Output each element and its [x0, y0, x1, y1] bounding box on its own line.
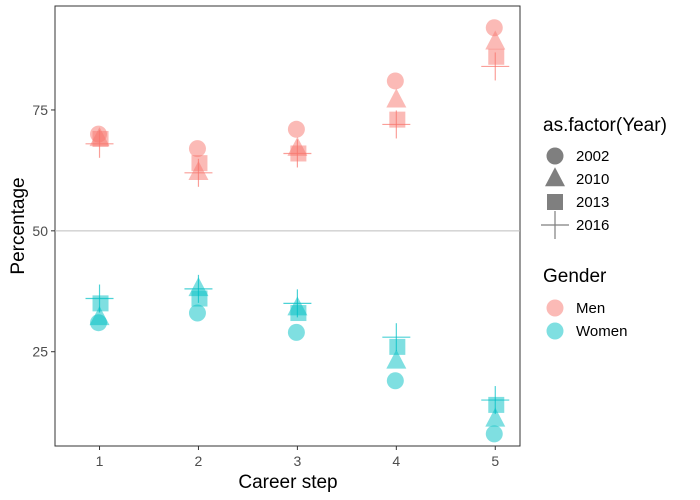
x-tick-label: 3	[293, 453, 301, 469]
data-points	[85, 19, 510, 443]
point-men-2013	[389, 111, 406, 128]
legend-key-men	[546, 299, 564, 317]
point-women-2016	[481, 386, 510, 415]
color-legend-title: Gender	[543, 266, 607, 287]
legend-label-women: Women	[576, 323, 627, 340]
point-women-2013	[191, 290, 208, 307]
x-tick-label: 5	[491, 453, 499, 469]
point-men-2013	[92, 130, 109, 147]
y-tick-label: 25	[32, 344, 48, 360]
y-axis-title: Percentage	[8, 177, 29, 274]
point-men-2013	[191, 155, 208, 172]
point-men-2002	[386, 72, 404, 90]
point-women-2002	[287, 323, 305, 341]
point-women-2002	[386, 372, 404, 390]
point-women-2016	[382, 323, 411, 352]
legend-label-2013: 2013	[576, 194, 609, 211]
point-women-2013	[488, 396, 505, 413]
color-legend: Men Women	[546, 299, 627, 340]
point-women-2016	[85, 284, 114, 313]
x-tick-label: 2	[195, 453, 203, 469]
y-axis: 25 50 75	[32, 102, 55, 360]
point-men-2002	[188, 140, 206, 158]
point-men-2016	[184, 158, 213, 187]
point-men-2016	[481, 52, 510, 81]
plot-panel	[54, 5, 521, 447]
point-men-2010	[485, 30, 506, 50]
point-men-2016	[85, 129, 114, 158]
legend-key-2002	[546, 147, 564, 165]
point-men-2016	[283, 139, 312, 168]
point-women-2016	[184, 274, 213, 303]
x-axis: 1 2 3 4 5	[96, 446, 499, 469]
point-women-2002	[188, 304, 206, 322]
point-women-2013	[290, 305, 307, 322]
point-women-2002	[485, 425, 503, 443]
point-women-2016	[283, 289, 312, 318]
point-women-2013	[389, 338, 406, 355]
point-women-2010	[386, 349, 407, 369]
point-men-2010	[386, 88, 407, 108]
point-men-2002	[485, 19, 503, 37]
legend-key-2010	[545, 167, 565, 187]
point-women-2013	[92, 295, 109, 312]
legend-label-2010: 2010	[576, 171, 609, 188]
legend-key-2016	[541, 211, 569, 239]
legend-label-2016: 2016	[576, 217, 609, 234]
x-tick-label: 4	[392, 453, 400, 469]
legend-label-2002: 2002	[576, 148, 609, 165]
point-men-2002	[287, 120, 305, 138]
y-tick-label: 75	[32, 102, 48, 118]
y-tick-label: 50	[32, 223, 48, 239]
legend-key-2013	[547, 194, 563, 210]
point-men-2016	[382, 110, 411, 139]
shape-legend-title: as.factor(Year)	[543, 115, 667, 136]
point-women-2010	[89, 306, 110, 326]
shape-legend: 2002 2010 2013 2016	[541, 147, 609, 239]
legend-label-men: Men	[576, 300, 605, 317]
legend-key-women	[546, 322, 564, 340]
point-men-2013	[488, 48, 505, 65]
x-axis-title: Career step	[238, 472, 337, 493]
x-tick-label: 1	[96, 453, 104, 469]
point-women-2010	[485, 407, 506, 427]
